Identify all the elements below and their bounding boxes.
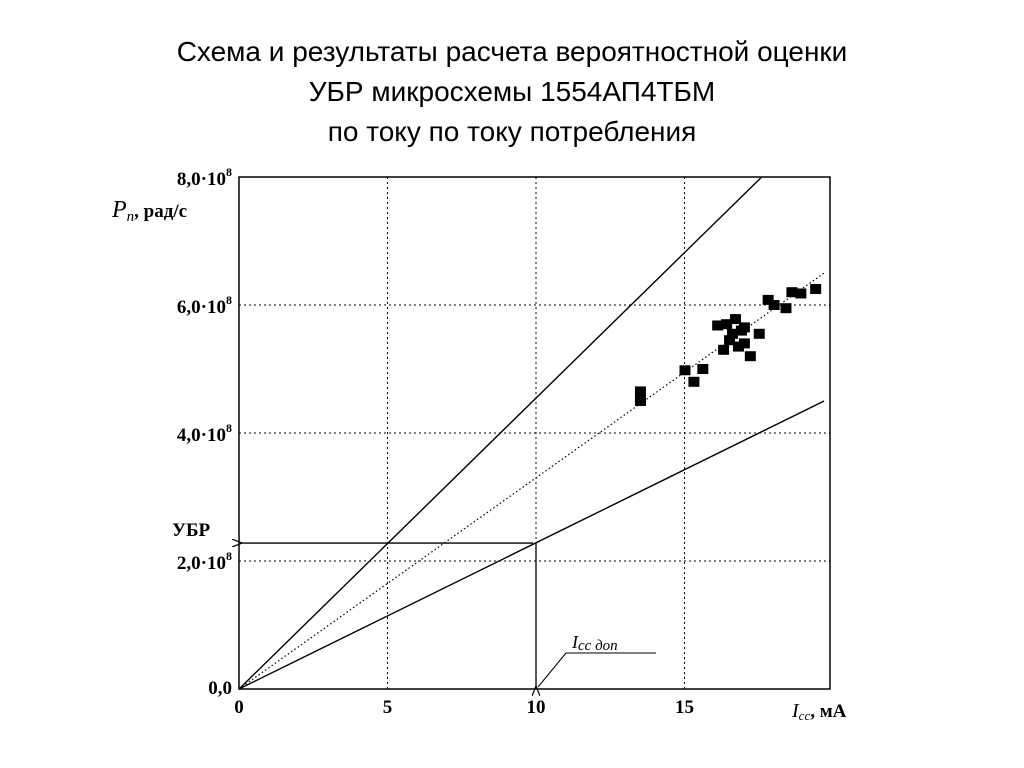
x-axis-symbol: I (791, 700, 800, 722)
data-point (753, 328, 765, 339)
data-point (724, 335, 736, 346)
y-axis-unit: , рад/с (134, 201, 187, 222)
y-tick-exponent: 8 (226, 293, 232, 307)
data-point (795, 288, 807, 299)
data-point (738, 322, 750, 333)
icc-subscript: cc доп (578, 638, 618, 654)
title-line-2: УБР микросхемы 1554АП4ТБМ (308, 76, 716, 107)
data-point (780, 303, 792, 314)
data-point (712, 320, 724, 331)
data-point (810, 284, 822, 294)
x-axis-label: Icc, мА (791, 700, 847, 723)
data-point (688, 376, 700, 387)
x-axis-subscript: cc (799, 708, 811, 723)
y-tick-label: 6,0·108 (177, 293, 232, 318)
y-axis-symbol: P (111, 197, 127, 223)
y-axis-subscript: п (127, 209, 135, 225)
data-point (744, 351, 756, 362)
y-tick-text: 4,0·10 (177, 425, 226, 446)
y-tick-exponent: 8 (226, 165, 232, 179)
data-point (721, 319, 733, 330)
y-tick-text: 0,0 (208, 678, 232, 699)
y-tick-label: 8,0·108 (177, 165, 232, 190)
x-axis-unit: , мА (810, 701, 846, 722)
y-tick-exponent: 8 (226, 549, 232, 563)
data-point (697, 364, 709, 374)
data-point (634, 386, 646, 397)
y-tick-text: 8,0·10 (177, 169, 226, 190)
data-point (729, 314, 741, 325)
page-title: Схема и результаты расчета вероятностной… (0, 32, 1024, 152)
y-tick-label: 0,0 (208, 678, 232, 699)
x-tick-label: 10 (527, 697, 546, 718)
regression-line-1 (239, 177, 763, 689)
x-tick-label: 15 (675, 697, 694, 718)
data-point (738, 338, 750, 349)
data-point (679, 365, 691, 376)
data-point (718, 344, 730, 355)
data-point (786, 287, 798, 298)
y-tick-text: 6,0·10 (177, 297, 226, 318)
data-point (768, 300, 780, 310)
data-point (634, 396, 646, 406)
data-point (762, 294, 774, 305)
data-point (727, 328, 739, 339)
regression-line-3 (239, 400, 825, 689)
y-tick-exponent: 8 (226, 421, 232, 435)
x-tick-label: 5 (383, 697, 393, 718)
ubr-label: УБР (172, 520, 211, 541)
y-tick-text: 2,0·10 (177, 553, 226, 574)
title-line-3: по току по току потребления (327, 116, 697, 147)
y-axis-label: Pп, рад/с (111, 197, 187, 225)
icc-leader (537, 652, 567, 688)
y-tick-label: 2,0·108 (177, 549, 232, 574)
icc-label: Icc доп (571, 632, 618, 654)
title-line-1: Схема и результаты расчета вероятностной… (176, 36, 848, 67)
y-tick-label: 4,0·108 (177, 421, 232, 446)
x-tick-label: 0 (234, 697, 244, 718)
icc-symbol: I (571, 632, 579, 652)
data-point (732, 341, 744, 352)
plot-frame (238, 176, 831, 690)
